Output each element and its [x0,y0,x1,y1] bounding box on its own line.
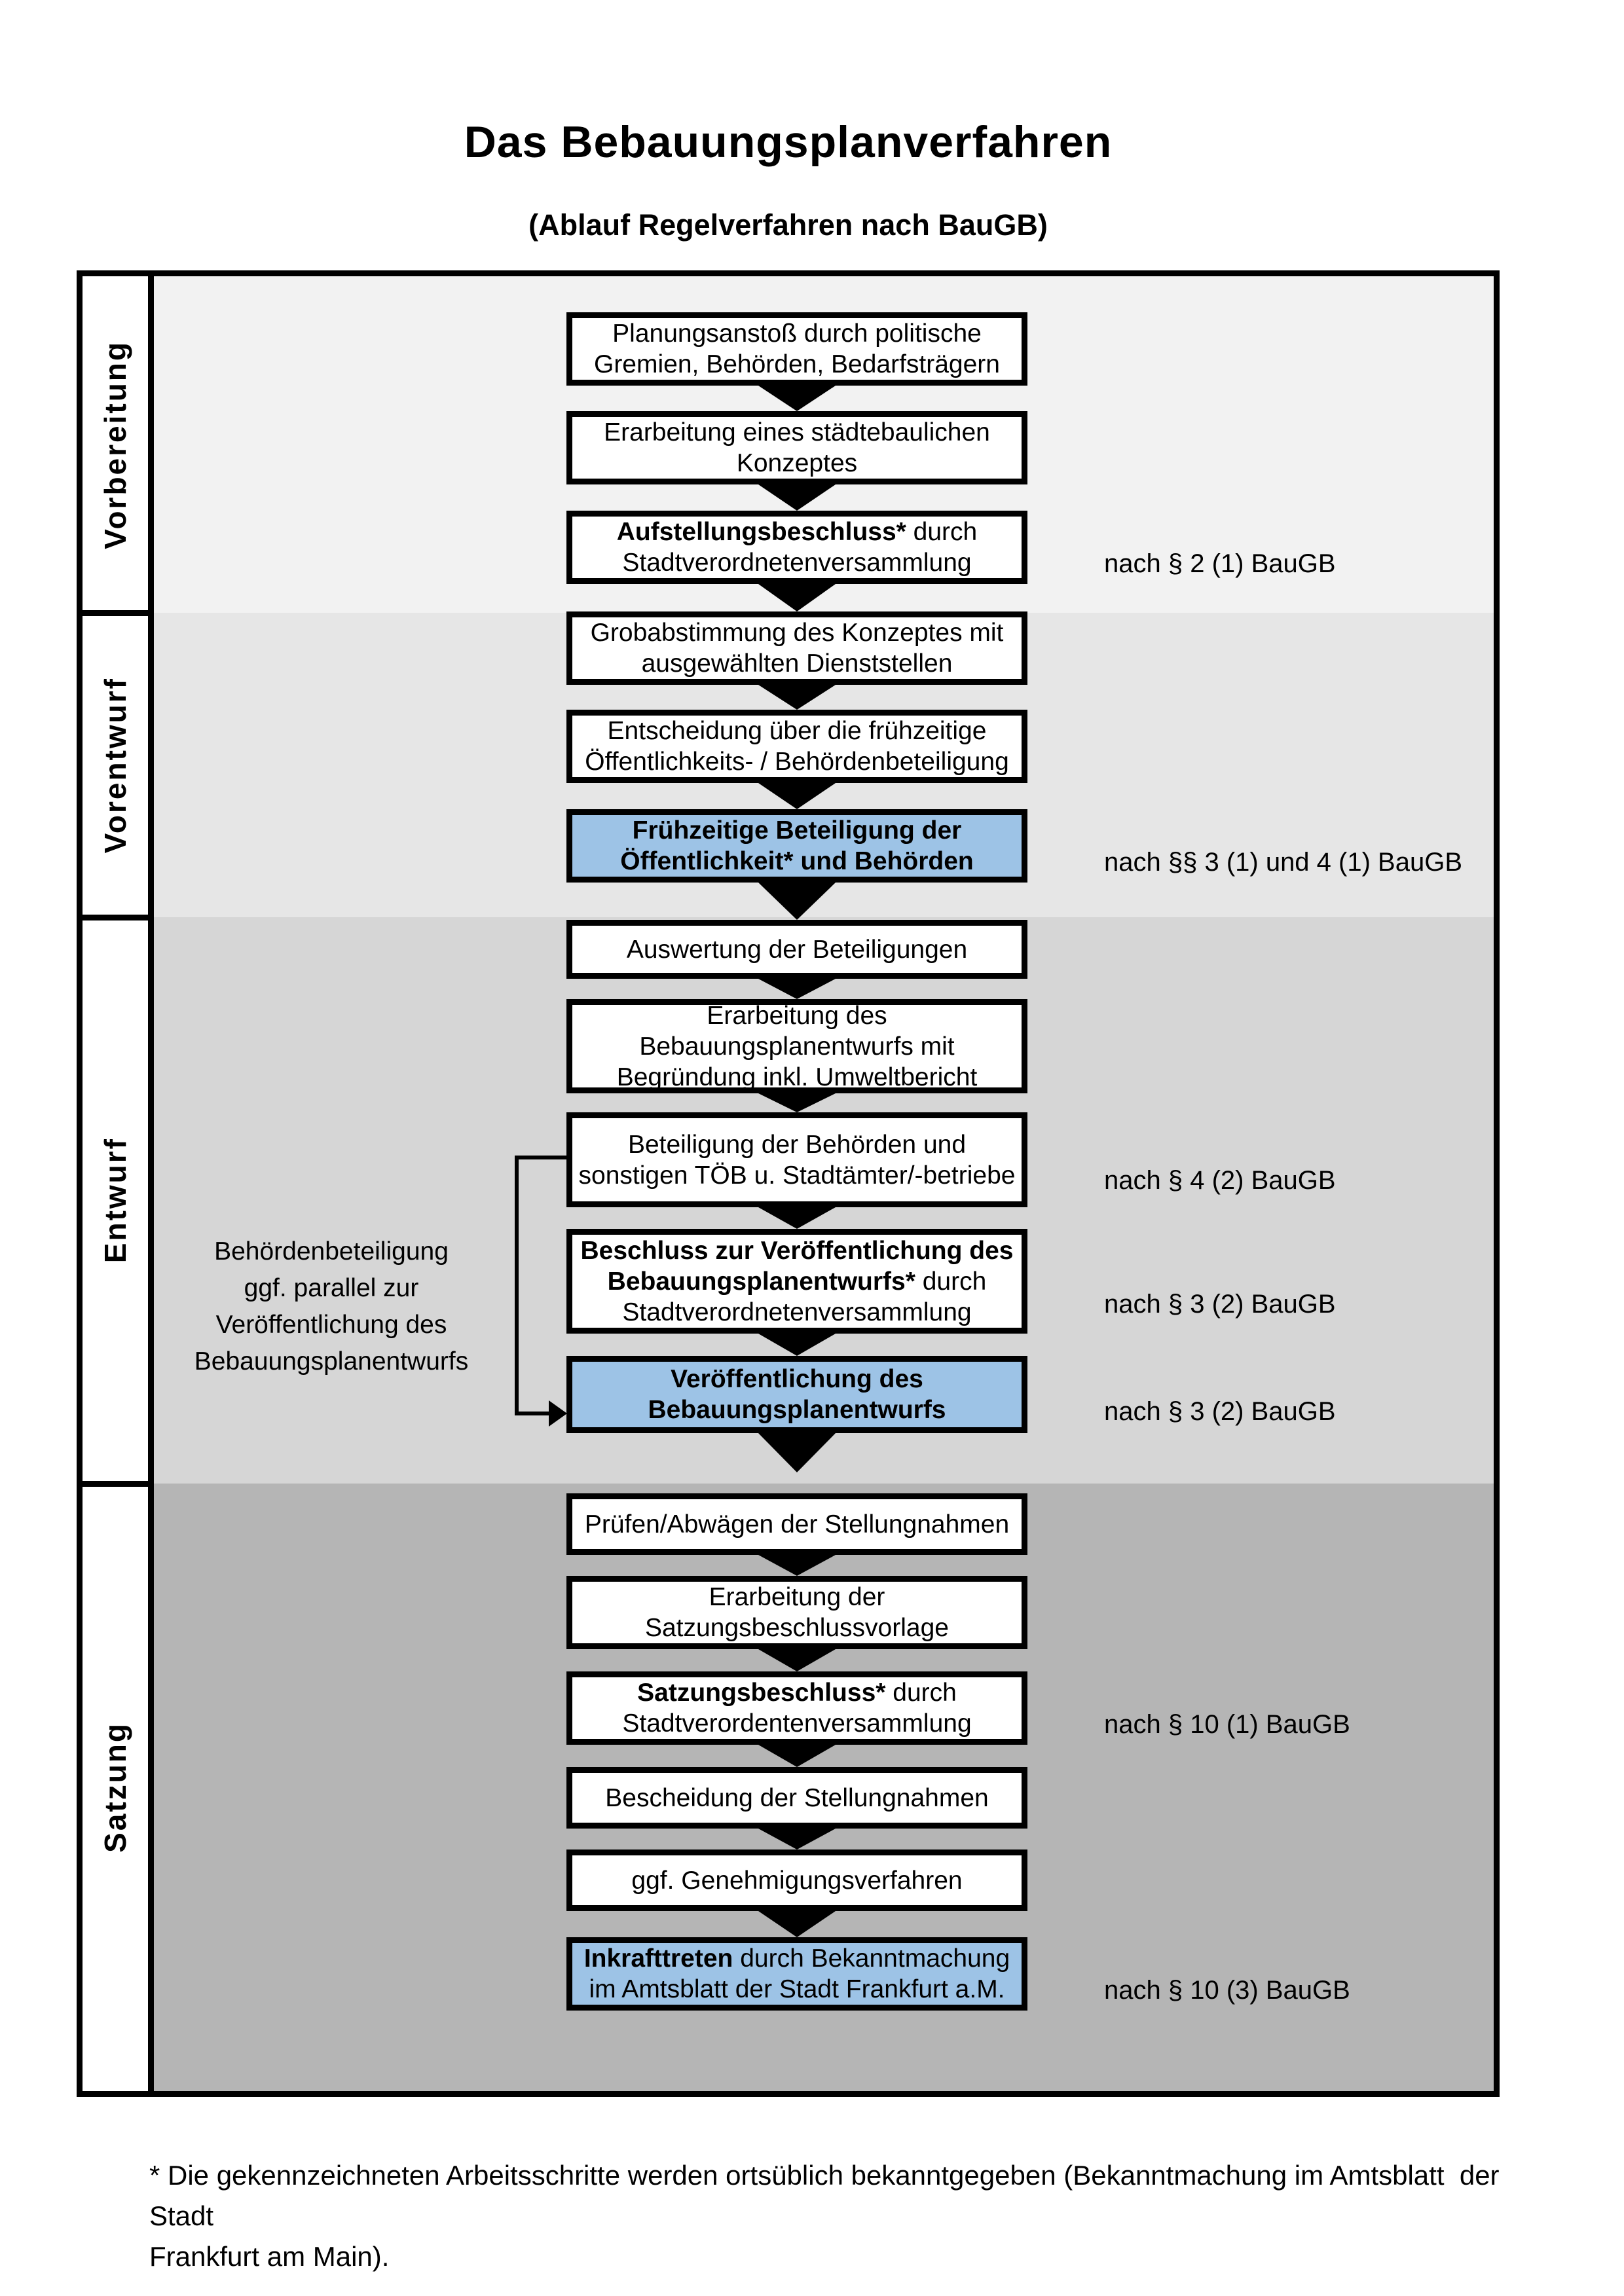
bracket-line-bottom [515,1412,551,1415]
flow-step: Beteiligung der Behörden und sonstigen T… [566,1112,1027,1207]
flow-step: Beschluss zur Veröffentlichung des Bebau… [566,1229,1027,1334]
arrow-down-icon [758,484,836,511]
left-annotation: Behördenbeteiligung ggf. parallel zur Ve… [194,1237,469,1376]
arrow-down-icon [758,883,836,920]
page-title: Das Bebauungsplanverfahren [464,117,1113,167]
flow-step-highlighted: Inkrafttreten durch Bekanntmachung im Am… [566,1937,1027,2011]
arrow-down-icon [758,979,836,999]
phase-cell-vorentwurf: Vorentwurf [83,613,148,917]
title-block: Das Bebauungsplanverfahren (Ablauf Regel… [77,117,1500,242]
arrow-down-icon [758,584,836,611]
legal-reference-note: nach § 3 (2) BauGB [1104,1290,1336,1319]
flow-step: Grobabstimmung des Konzeptes mit ausgewä… [566,611,1027,685]
phase-label: Entwurf [98,1137,132,1264]
phase-cell-vorbereitung: Vorbereitung [83,276,148,613]
legal-reference-note: nach § 3 (2) BauGB [1104,1397,1336,1426]
phase-column-divider [148,276,154,2091]
flow-step: Satzungsbeschluss* durch Stadtverordente… [566,1671,1027,1745]
flow-step: Prüfen/Abwägen der Stellungnahmen [566,1493,1027,1555]
flow-step: Erarbeitung der Satzungsbeschlussvorlage [566,1576,1027,1649]
phase-cell-satzung: Satzung [83,1484,148,2091]
bracket-line-top [515,1156,566,1159]
flow-step: Aufstellungsbeschluss* durch Stadtverord… [566,511,1027,584]
flow-step: ggf. Genehmigungsverfahren [566,1850,1027,1911]
phase-separator [83,1481,154,1487]
phase-label: Satzung [98,1722,132,1853]
flow-step-highlighted: Frühzeitige Beteiligung der Öffentlichke… [566,809,1027,883]
legal-reference-note: nach §§ 3 (1) und 4 (1) BauGB [1104,848,1462,877]
flow-step: Planungsanstoß durch politische Gremien,… [566,312,1027,386]
flow-step: Erarbeitung eines städtebaulichen Konzep… [566,411,1027,484]
arrow-down-icon [758,1555,836,1576]
flow-step: Bescheidung der Stellungnahmen [566,1767,1027,1829]
footnote: * Die gekennzeichneten Arbeitsschritte w… [149,2160,1500,2272]
phase-label: Vorbereitung [98,340,132,549]
arrow-down-icon [758,1649,836,1671]
arrow-down-icon [758,1745,836,1767]
flow-step: Entscheidung über die frühzeitige Öffent… [566,710,1027,783]
bracket-arrow-right-icon [549,1400,567,1427]
legal-reference-note: nach § 4 (2) BauGB [1104,1166,1336,1195]
flow-step: Erarbeitung des Bebauungsplanentwurfs mi… [566,999,1027,1093]
flowchart: Vorbereitung Vorentwurf Entwurf Satzung Pla… [77,270,1500,2097]
phase-separator [83,915,154,920]
arrow-down-icon [758,1093,836,1112]
phase-separator [83,610,154,616]
arrow-down-icon [758,1334,836,1356]
bracket-line-vertical [515,1156,519,1413]
arrow-down-icon [758,1433,836,1472]
flow-step-highlighted: Veröffentlichung des Bebauungsplanentwur… [566,1356,1027,1433]
arrow-down-icon [758,685,836,710]
arrow-down-icon [758,783,836,809]
legal-reference-note: nach § 10 (3) BauGB [1104,1976,1350,2005]
arrow-down-icon [758,1207,836,1229]
flow-step: Auswertung der Beteiligungen [566,920,1027,979]
arrow-down-icon [758,1911,836,1937]
page-subtitle: (Ablauf Regelverfahren nach BauGB) [528,208,1048,242]
arrow-down-icon [758,1829,836,1850]
legal-reference-note: nach § 10 (1) BauGB [1104,1710,1350,1739]
arrow-down-icon [758,386,836,411]
phase-cell-entwurf: Entwurf [83,917,148,1484]
phase-label: Vorentwurf [98,676,132,854]
legal-reference-note: nach § 2 (1) BauGB [1104,549,1336,578]
